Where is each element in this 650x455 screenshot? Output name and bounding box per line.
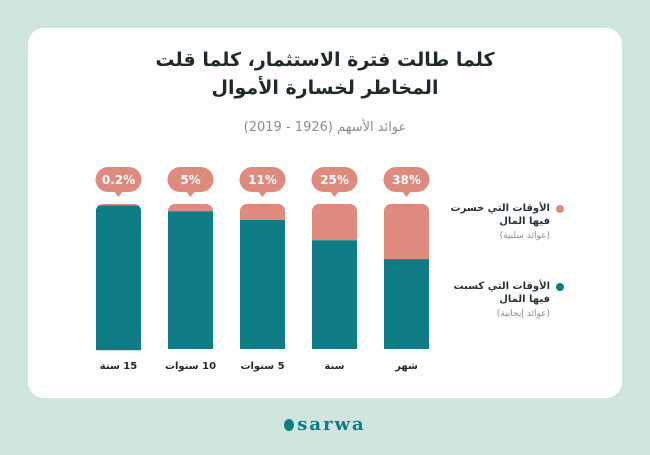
category-label-1: 10 سنوات	[165, 361, 216, 372]
chart-title-line-1: كلما طالت فترة الاستثمار، كلما قلت	[155, 49, 495, 71]
category-label-2: 5 سنوات	[240, 361, 284, 372]
data-label-pointer-1	[186, 192, 195, 197]
bar-negative-0	[96, 204, 141, 206]
bar-negative-1	[168, 204, 213, 212]
legend-label-negative: الأوقات التي خسرت فيها المال	[428, 202, 550, 228]
category-label-3: سنة	[325, 361, 345, 372]
data-label-pointer-4	[402, 192, 411, 197]
category-label-0: 15 سنة	[100, 361, 137, 372]
data-label-0: 0.2%	[102, 173, 135, 187]
legend-item-negative: الأوقات التي خسرت فيها المال (عوائد سلبي…	[428, 202, 564, 243]
legend-label-positive: الأوقات التي كسبت فيها المال	[428, 280, 550, 306]
sarwa-logo-text: sarwa	[297, 414, 366, 435]
data-label-2: 11%	[248, 173, 277, 187]
bar-chart: 0.2% 15 سنة 5% 10 سنوات 11% 5 سنوات 25% سنة 38% ش…	[95, 167, 430, 372]
data-label-3: 25%	[320, 173, 349, 187]
legend-label-positive-line-2: فيها المال	[499, 294, 550, 305]
chart-title-line-2: المخاطر لخسارة الأموال	[211, 77, 439, 99]
legend-dot-negative	[556, 205, 564, 213]
bar-positive-3	[312, 240, 357, 349]
bar-negative-4	[384, 204, 429, 260]
legend-label-negative-line-2: فيها المال	[499, 216, 550, 227]
bar-positive-4	[384, 259, 429, 349]
legend-dot-positive	[556, 283, 564, 291]
legend-sub-positive: (عوائد إيجابية)	[496, 309, 550, 319]
data-label-pointer-2	[258, 192, 267, 197]
data-label-pill-4	[383, 167, 430, 192]
data-label-pill-1	[167, 167, 214, 192]
bar-positive-1	[168, 211, 213, 349]
chart-card: كلما طالت فترة الاستثمار، كلما قلت المخا…	[28, 28, 622, 398]
data-label-pill-0	[95, 167, 142, 192]
sarwa-logo-mark-icon	[284, 418, 295, 431]
category-label-4: شهر	[394, 361, 418, 372]
sarwa-logo: sarwa	[0, 414, 650, 435]
data-label-pill-2	[239, 167, 286, 192]
legend-label-negative-line-1: الأوقات التي خسرت	[450, 203, 550, 214]
data-label-pointer-0	[114, 192, 123, 197]
bar-positive-0	[96, 205, 141, 351]
legend-sub-negative: (عوائد سلبية)	[499, 231, 550, 241]
chart-title: كلما طالت فترة الاستثمار، كلما قلت المخا…	[28, 46, 622, 102]
data-label-pill-3	[311, 167, 358, 192]
bar-positive-2	[240, 219, 285, 349]
bar-negative-2	[240, 204, 285, 220]
legend-item-positive: الأوقات التي كسبت فيها المال (عوائد إيجا…	[428, 280, 564, 321]
data-label-4: 38%	[392, 173, 421, 187]
data-label-1: 5%	[180, 173, 200, 187]
bar-negative-3	[312, 204, 357, 241]
legend-label-positive-line-1: الأوقات التي كسبت	[453, 281, 550, 292]
data-label-pointer-3	[330, 192, 339, 197]
chart-subtitle: عوائد الأسهم (1926 - 2019)	[243, 120, 407, 135]
